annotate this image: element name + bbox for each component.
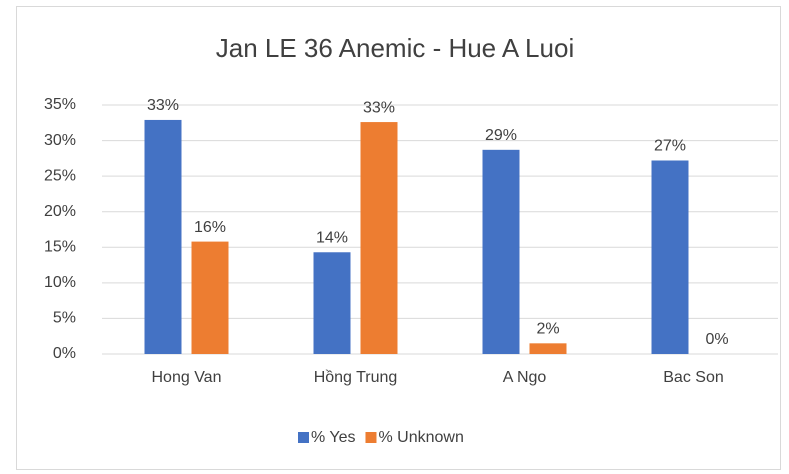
data-label: 33%: [363, 99, 395, 116]
data-label: 0%: [705, 331, 728, 348]
bar: [191, 241, 229, 354]
bar: [360, 122, 398, 355]
data-label: 27%: [654, 138, 686, 155]
y-tick-label: 15%: [44, 239, 76, 256]
data-label: 2%: [536, 321, 559, 338]
legend-label: % Unknown: [378, 429, 463, 446]
x-tick-label: A Ngo: [503, 369, 547, 386]
chart-title: Jan LE 36 Anemic - Hue A Luoi: [216, 33, 574, 63]
data-label: 16%: [194, 219, 226, 236]
y-tick-label: 0%: [53, 345, 76, 362]
data-label: 29%: [485, 127, 517, 144]
bar: [144, 119, 182, 354]
bar: [651, 160, 689, 354]
legend-swatch: [298, 432, 309, 443]
x-tick-label: Bac Son: [663, 369, 723, 386]
legend-label: % Yes: [311, 429, 355, 446]
y-tick-label: 10%: [44, 274, 76, 291]
y-tick-label: 30%: [44, 132, 76, 149]
bar: [313, 252, 351, 354]
bar: [529, 343, 567, 354]
data-label: 14%: [316, 229, 348, 246]
y-tick-label: 25%: [44, 167, 76, 184]
y-tick-label: 5%: [53, 310, 76, 327]
data-label: 33%: [147, 97, 179, 114]
x-tick-label: Hồng Trung: [314, 369, 398, 386]
x-tick-label: Hong Van: [152, 369, 222, 386]
y-tick-label: 35%: [44, 96, 76, 113]
legend-swatch: [365, 432, 377, 443]
bar: [482, 149, 520, 354]
y-tick-label: 20%: [44, 203, 76, 220]
